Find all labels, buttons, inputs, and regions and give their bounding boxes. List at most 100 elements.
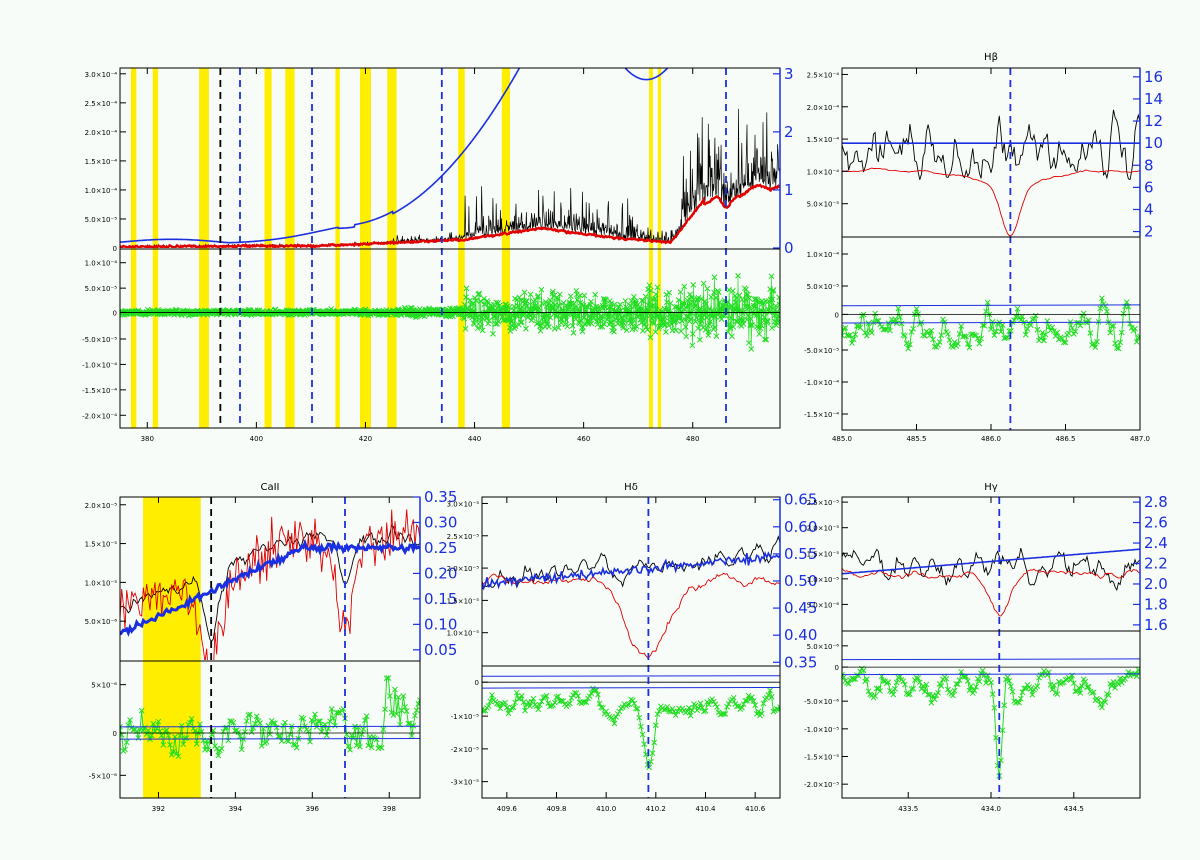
residual-marker xyxy=(644,326,651,333)
residual-marker xyxy=(512,699,518,706)
residual-marker xyxy=(606,304,612,311)
residual-marker xyxy=(1122,675,1128,682)
residual-marker xyxy=(903,340,910,347)
residual-marker xyxy=(1003,335,1009,341)
residual-marker xyxy=(1032,312,1039,319)
residual-marker xyxy=(282,719,288,726)
y-tick-label: -5.0×10⁻⁶ xyxy=(804,698,839,706)
residual-marker xyxy=(702,326,709,333)
y-tick-label: 0 xyxy=(113,730,117,738)
x-tick-label: 485.0 xyxy=(832,435,852,443)
x-tick-label: 410.4 xyxy=(695,805,716,813)
residual-marker xyxy=(588,690,595,696)
residual-marker xyxy=(991,704,998,711)
residual-marker xyxy=(175,753,182,760)
residual-marker xyxy=(842,674,847,681)
residual-marker xyxy=(765,306,772,313)
residual-marker xyxy=(531,313,537,319)
residual-marker xyxy=(1062,339,1069,346)
residual-marker xyxy=(735,703,742,709)
residual-marker xyxy=(738,317,744,324)
residual-marker xyxy=(482,707,489,714)
residual-marker xyxy=(678,309,685,315)
residual-marker xyxy=(704,285,711,292)
residual-marker xyxy=(522,707,528,714)
residual-marker xyxy=(890,319,897,325)
residual-marker xyxy=(666,708,672,715)
residual-marker xyxy=(197,721,203,728)
residual-marker xyxy=(747,696,754,703)
residual-marker xyxy=(479,327,486,334)
residual-marker xyxy=(902,681,908,688)
residual-marker xyxy=(760,700,767,707)
y-tick-label: 1.0×10⁻⁴ xyxy=(85,260,118,268)
residual-marker xyxy=(569,311,575,318)
residual-marker xyxy=(403,708,410,714)
right-tick-label: 0.40 xyxy=(784,626,817,644)
y-tick-label: 5.0×10⁻⁵ xyxy=(807,201,840,209)
right-tick-label: 4 xyxy=(1144,200,1154,218)
residual-marker xyxy=(672,327,679,334)
residual-marker xyxy=(973,332,979,339)
residual-marker xyxy=(566,300,573,307)
residual-marker xyxy=(402,703,408,710)
residual-marker xyxy=(486,317,492,324)
residual-marker xyxy=(553,313,560,320)
residual-marker xyxy=(863,676,870,682)
model-spectrum-line xyxy=(842,568,1140,617)
y-tick-label: 1.0×10⁻⁴ xyxy=(807,251,840,259)
residual-marker xyxy=(537,327,544,334)
residual-marker xyxy=(1042,331,1049,338)
residual-marker xyxy=(1057,334,1064,341)
x-tick-label: 410.2 xyxy=(646,805,666,813)
residual-marker xyxy=(920,683,926,689)
y-tick-label: 2.5×10⁻⁵ xyxy=(447,533,480,541)
residual-marker xyxy=(925,691,931,698)
residual-marker xyxy=(232,727,238,734)
y-tick-label: 1.5×10⁻⁵ xyxy=(807,550,840,558)
residual-marker xyxy=(747,315,754,322)
residual-marker xyxy=(173,750,180,757)
residual-marker xyxy=(746,295,753,302)
residual-marker xyxy=(540,694,547,701)
y-tick-label: -2.0×10⁻⁵ xyxy=(804,781,839,789)
residual-marker xyxy=(857,668,864,675)
residual-marker xyxy=(1037,335,1044,342)
residual-marker xyxy=(697,305,704,312)
y-tick-label: 2.5×10⁻⁵ xyxy=(807,499,840,507)
residual-marker xyxy=(752,702,759,708)
mask-band xyxy=(657,68,662,428)
residual-marker xyxy=(1115,681,1122,688)
residual-marker xyxy=(678,328,684,335)
residual-marker xyxy=(850,336,857,343)
residual-marker xyxy=(476,290,483,297)
x-tick-label: 434.0 xyxy=(981,805,1001,813)
residual-marker xyxy=(677,315,683,321)
residual-marker xyxy=(767,687,773,694)
residual-marker xyxy=(1016,699,1022,706)
residual-marker xyxy=(1107,329,1114,336)
residual-marker xyxy=(570,330,577,336)
error-band-upper xyxy=(481,675,781,677)
residual-marker xyxy=(538,698,545,705)
error-band-lower xyxy=(841,673,1141,676)
residual-markers xyxy=(842,295,1140,352)
residual-marker xyxy=(470,301,476,307)
residual-marker xyxy=(983,680,989,686)
residual-marker xyxy=(928,327,935,334)
residual-marker xyxy=(777,704,780,710)
residual-marker xyxy=(672,712,679,718)
y-tick-label: 5.0×10⁻⁵ xyxy=(85,216,118,224)
residual-marker xyxy=(725,700,732,707)
residual-marker xyxy=(539,300,545,307)
residual-marker xyxy=(717,711,724,718)
residual-marker xyxy=(471,308,477,315)
residual-marker xyxy=(963,333,970,340)
residual-marker xyxy=(662,314,668,321)
residual-marker xyxy=(677,289,684,295)
residual-marker xyxy=(477,319,484,325)
residual-marker xyxy=(378,744,385,751)
residual-marker xyxy=(931,696,938,703)
residual-marker xyxy=(568,300,575,307)
residual-marker xyxy=(1104,308,1110,315)
